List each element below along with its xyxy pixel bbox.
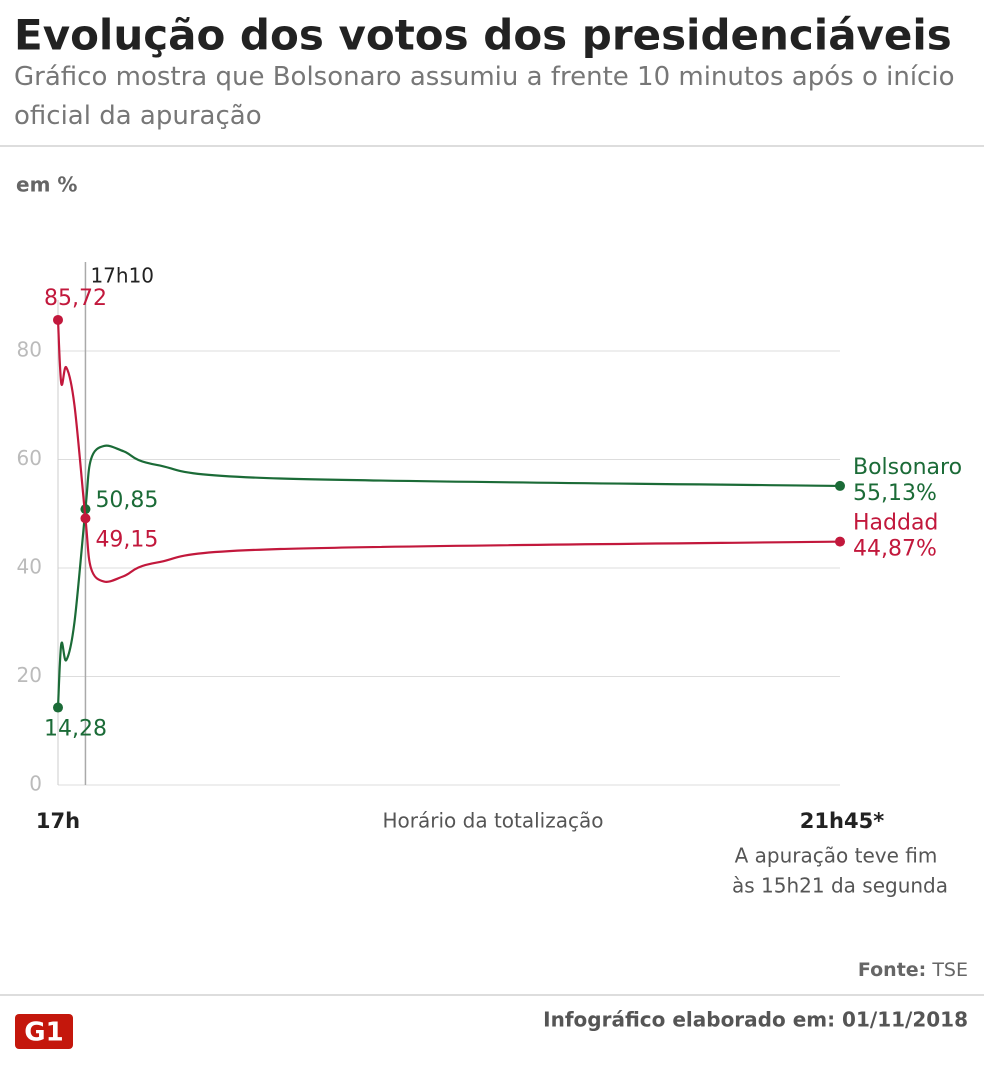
- y-tick-label: 80: [17, 338, 42, 362]
- x-axis-label: Horário da totalização: [383, 809, 604, 833]
- point: [53, 314, 63, 325]
- y-tick-label: 0: [29, 772, 42, 796]
- x-tick-label: 17h: [36, 809, 80, 833]
- value-label: 50,85: [95, 488, 158, 513]
- plot: 0 20 40 60 80 17h 21h45* 17h10 14,28 50,85 Bolsona…: [17, 262, 962, 833]
- series-name: Haddad: [853, 511, 938, 536]
- y-tick-label: 20: [17, 663, 42, 687]
- footer: Infográfico elaborado em: 01/11/2018: [543, 1008, 968, 1032]
- title: Evolução dos votos dos presidenciáveis: [14, 11, 952, 60]
- source: Fonte: TSE: [858, 959, 968, 981]
- logo-box: [15, 1014, 73, 1049]
- subtitle-box: Gráfico mostra que Bolsonaro assumiu a f…: [14, 62, 955, 131]
- y-tick-label: 40: [17, 555, 42, 579]
- point: [53, 702, 63, 713]
- source-name: TSE: [931, 959, 968, 981]
- x-tick-label: 21h45*: [800, 809, 884, 833]
- series-name: Bolsonaro: [853, 455, 962, 480]
- note-line: às 15h21 da segunda: [732, 874, 948, 898]
- point: [835, 536, 845, 547]
- value-label: 85,72: [44, 286, 107, 311]
- source-label: Fonte:: [858, 959, 926, 981]
- y-tick-label: 60: [17, 446, 42, 470]
- value-label: 49,15: [95, 527, 158, 552]
- value-label: 14,28: [44, 717, 107, 742]
- point: [835, 480, 845, 491]
- logo: G1: [24, 1018, 63, 1048]
- note-line: A apuração teve fim: [735, 844, 938, 868]
- series-line: [56, 319, 841, 583]
- value-label: 44,87%: [853, 537, 937, 562]
- marker-label: 17h10: [90, 264, 154, 288]
- subtitle: Gráfico mostra que Bolsonaro assumiu a f…: [14, 62, 955, 131]
- point: [80, 513, 91, 524]
- series-line: [56, 444, 841, 708]
- y-axis-label: em %: [16, 173, 77, 197]
- value-label: 55,13%: [853, 481, 937, 506]
